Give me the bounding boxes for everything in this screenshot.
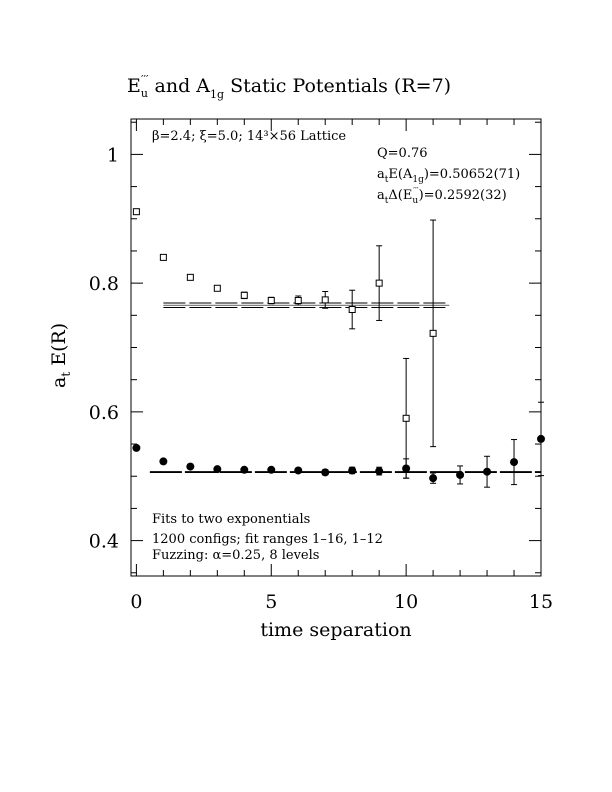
filled-circle-point	[267, 465, 276, 474]
filled-circle-point	[240, 465, 249, 474]
fit-lines	[149, 302, 541, 473]
fit-note-line3: Fuzzing: α=0.25, 8 levels	[152, 548, 319, 563]
open-square-point	[267, 297, 275, 305]
x-tick-label: 5	[265, 591, 277, 613]
q-annotation: Q=0.76	[377, 146, 428, 161]
open-square-point	[186, 273, 194, 281]
y-tick-labels: 0.4 0.6 0.8 1	[89, 144, 119, 552]
x-tick-labels: 0 5 10 15	[130, 591, 553, 613]
open-square-point	[132, 208, 140, 216]
eu-gap-annotation: atΔ(Eu′′′)=0.2592(32)	[377, 186, 507, 206]
filled-circle-point	[429, 474, 438, 483]
filled-circle-point	[213, 465, 222, 474]
fit-note-line1: Fits to two exponentials	[152, 512, 310, 527]
eu-series	[132, 401, 545, 488]
y-tick-label: 1	[107, 144, 119, 166]
filled-circle-point	[348, 466, 357, 475]
filled-circle-point	[402, 464, 411, 473]
y-tick-label: 0.8	[89, 273, 119, 295]
open-square-point	[159, 253, 167, 261]
filled-circle-point	[132, 443, 141, 452]
a1g-series	[132, 208, 437, 479]
x-axis-label: time separation	[260, 619, 411, 641]
filled-circle-point	[510, 458, 519, 467]
filled-circle-point	[294, 466, 303, 475]
open-square-point	[321, 296, 329, 304]
chart-title: Eu′′′ and A1g Static Potentials (R=7)	[127, 73, 451, 101]
filled-circle-point	[186, 462, 195, 471]
filled-circle-point	[483, 467, 492, 476]
filled-circle-point	[456, 470, 465, 479]
open-square-point	[348, 306, 356, 314]
fit-note-line2: 1200 configs; fit ranges 1–16, 1–12	[152, 532, 383, 547]
filled-circle-point	[375, 467, 384, 476]
open-square-point	[294, 297, 302, 305]
open-square-point	[429, 329, 437, 337]
axis-ticks	[131, 119, 542, 576]
x-tick-label: 0	[130, 591, 142, 613]
filled-circle-point	[321, 468, 330, 477]
y-tick-label: 0.4	[89, 531, 119, 553]
open-square-point	[402, 414, 410, 422]
lattice-annotation: β=2.4; ξ=5.0; 14³×56 Lattice	[152, 129, 346, 144]
y-axis-label: at E(R)	[48, 323, 73, 388]
x-tick-label: 10	[394, 591, 418, 613]
filled-circle-point	[159, 457, 168, 466]
open-square-point	[213, 284, 221, 292]
a1g-energy-annotation: atE(A1g)=0.50652(71)	[377, 167, 520, 185]
y-tick-label: 0.6	[89, 402, 119, 424]
filled-circle-point	[537, 434, 545, 443]
x-tick-label: 15	[529, 591, 553, 613]
open-square-point	[375, 279, 383, 287]
open-square-point	[240, 291, 248, 299]
